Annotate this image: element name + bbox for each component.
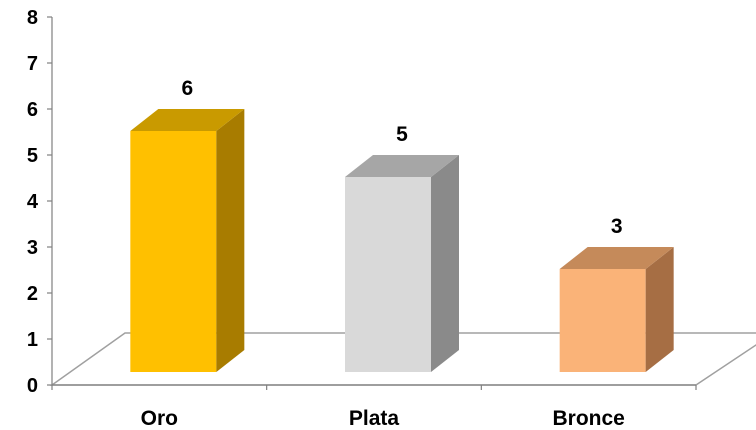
bar-side-face bbox=[645, 247, 674, 372]
bar-plata bbox=[345, 155, 459, 372]
bar-front-face bbox=[130, 131, 217, 372]
bar-top-face bbox=[130, 109, 245, 131]
y-tick-label: 3 bbox=[27, 237, 38, 259]
bar-side-face bbox=[431, 155, 459, 372]
category-label-bronce: Bronce bbox=[552, 407, 624, 430]
bar-top-face bbox=[559, 247, 674, 269]
y-tick-label: 2 bbox=[27, 283, 38, 305]
data-label-bronce: 3 bbox=[611, 215, 623, 238]
y-tick-label: 5 bbox=[27, 145, 38, 167]
bar-side-face bbox=[216, 109, 245, 372]
value-axis: 0 1 2 3 4 5 6 7 8 bbox=[27, 7, 697, 397]
bar-oro bbox=[130, 109, 245, 372]
bar-series bbox=[130, 109, 674, 372]
data-label-oro: 6 bbox=[181, 77, 193, 100]
data-labels: 6 Oro 5 Plata 3 Bronce bbox=[141, 77, 625, 430]
category-label-oro: Oro bbox=[141, 407, 178, 430]
y-tick-label: 8 bbox=[27, 7, 38, 29]
y-tick-label: 1 bbox=[27, 329, 38, 351]
bar-bronce bbox=[559, 247, 674, 372]
bar-front-face bbox=[559, 269, 646, 372]
y-tick-label: 6 bbox=[27, 99, 38, 121]
bar-top-face bbox=[345, 155, 459, 177]
data-label-plata: 5 bbox=[396, 123, 408, 146]
y-tick-label: 4 bbox=[27, 191, 39, 213]
y-tick-label: 7 bbox=[27, 53, 38, 75]
bar-front-face bbox=[345, 177, 431, 372]
category-label-plata: Plata bbox=[349, 407, 400, 430]
y-tick-label: 0 bbox=[27, 375, 38, 397]
